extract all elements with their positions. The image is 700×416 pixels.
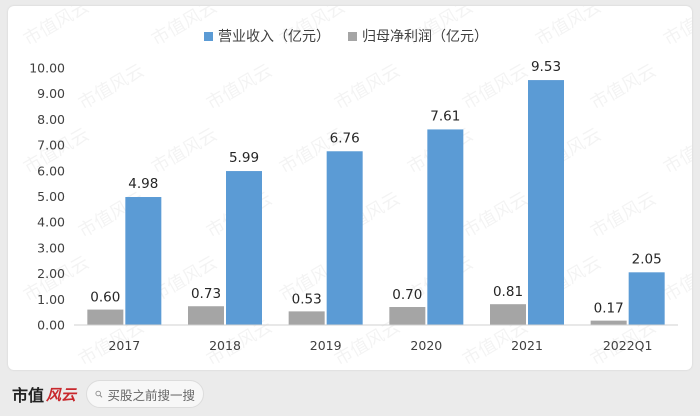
data-label-revenue-2018: 5.99 (229, 150, 259, 166)
legend-label-0: 营业收入（亿元） (218, 29, 330, 45)
y-tick-label: 5.00 (37, 189, 65, 204)
legend-label-1: 归母净利润（亿元） (362, 28, 488, 45)
y-tick-label: 9.00 (37, 86, 65, 101)
y-tick-label: 4.00 (37, 215, 65, 230)
bar-profit-2019 (288, 311, 325, 325)
brand-name: 市值 (12, 386, 45, 405)
bar-profit-2017 (87, 309, 124, 325)
data-label-revenue-2022Q1: 2.05 (632, 251, 662, 267)
y-tick-label: 2.00 (37, 266, 65, 281)
footer: 市值 风云 买股之前搜一搜 (0, 372, 700, 416)
data-label-profit-2019: 0.53 (292, 291, 322, 307)
x-tick-label: 2020 (410, 338, 442, 353)
y-axis: 0.00 1.00 2.00 3.00 4.00 5.00 6.00 7.00 8.00 9.00… (29, 61, 65, 333)
bars: 0.60 4.98 0.73 5.99 0.53 6.76 0.70 7.61 0.81 9.53… (87, 59, 665, 325)
bar-profit-2022Q1 (590, 320, 627, 325)
bar-revenue-2022Q1 (628, 272, 665, 325)
brand-logo: 市值 风云 (12, 382, 76, 406)
search-icon (95, 390, 103, 398)
data-label-revenue-2021: 9.53 (531, 59, 561, 75)
data-label-revenue-2017: 4.98 (128, 176, 158, 192)
y-tick-label: 8.00 (37, 112, 65, 127)
data-label-profit-2020: 0.70 (392, 287, 422, 303)
x-tick-label: 2022Q1 (603, 338, 653, 353)
bar-revenue-2020 (427, 129, 464, 325)
bar-revenue-2021 (528, 80, 564, 325)
bar-profit-2020 (389, 307, 426, 325)
bar-profit-2018 (188, 306, 224, 325)
data-label-profit-2021: 0.81 (493, 284, 523, 300)
y-tick-label: 1.00 (37, 292, 65, 307)
data-label-revenue-2019: 6.76 (330, 130, 360, 146)
bar-profit-2021 (490, 304, 526, 325)
bar-revenue-2019 (326, 151, 363, 325)
legend: 营业收入（亿元） 归母净利润（亿元） (204, 28, 488, 45)
legend-swatch-1 (348, 32, 357, 41)
search-placeholder: 买股之前搜一搜 (107, 387, 196, 403)
chart-card: 市值风云市值风云市值风云市值风云市值风云市值风云市值风云市值风云市值风云市值风云… (8, 6, 692, 370)
data-label-profit-2018: 0.73 (191, 286, 221, 302)
x-tick-label: 2018 (209, 338, 241, 353)
y-tick-label: 0.00 (37, 318, 65, 333)
bar-revenue-2018 (226, 171, 262, 325)
y-tick-label: 6.00 (37, 163, 65, 178)
x-tick-label: 2021 (511, 338, 543, 353)
bar-chart: 市值风云市值风云市值风云市值风云市值风云市值风云市值风云市值风云市值风云市值风云… (20, 6, 692, 370)
y-tick-label: 7.00 (37, 138, 65, 153)
bar-revenue-2017 (125, 197, 162, 325)
search-box[interactable]: 买股之前搜一搜 (86, 380, 205, 408)
x-tick-label: 2019 (310, 338, 342, 353)
brand-script: 风云 (46, 385, 77, 404)
data-label-profit-2022Q1: 0.17 (594, 301, 624, 317)
x-tick-label: 2017 (108, 338, 140, 353)
y-tick-label: 10.00 (29, 61, 65, 76)
y-tick-label: 3.00 (37, 240, 65, 255)
data-label-revenue-2020: 7.61 (430, 108, 460, 124)
legend-swatch-0 (204, 32, 213, 41)
data-label-profit-2017: 0.60 (90, 290, 120, 306)
x-axis: 2017 2018 2019 2020 2021 2022Q1 (74, 324, 678, 353)
